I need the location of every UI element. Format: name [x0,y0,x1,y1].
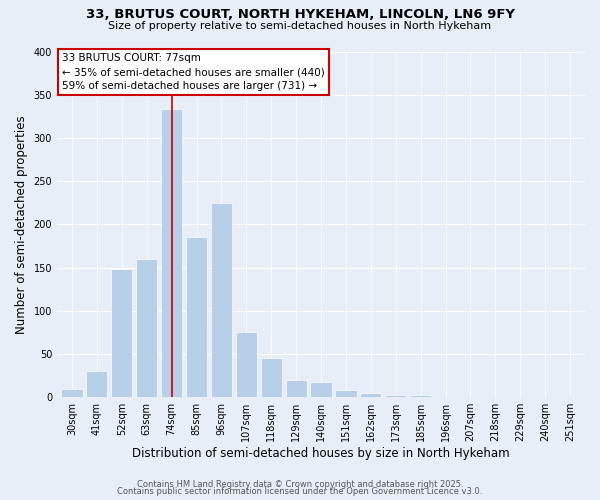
Bar [236,332,257,397]
Bar [310,382,332,397]
Bar [111,270,133,397]
X-axis label: Distribution of semi-detached houses by size in North Hykeham: Distribution of semi-detached houses by … [132,447,510,460]
Bar [161,110,182,397]
Text: Contains HM Land Registry data © Crown copyright and database right 2025.: Contains HM Land Registry data © Crown c… [137,480,463,489]
Bar [86,372,107,397]
Bar [335,390,356,397]
Text: Size of property relative to semi-detached houses in North Hykeham: Size of property relative to semi-detach… [109,21,491,31]
Bar [360,393,382,397]
Bar [186,238,207,397]
Text: 33, BRUTUS COURT, NORTH HYKEHAM, LINCOLN, LN6 9FY: 33, BRUTUS COURT, NORTH HYKEHAM, LINCOLN… [86,8,515,20]
Bar [385,394,406,397]
Text: Contains public sector information licensed under the Open Government Licence v3: Contains public sector information licen… [118,487,482,496]
Text: 33 BRUTUS COURT: 77sqm
← 35% of semi-detached houses are smaller (440)
59% of se: 33 BRUTUS COURT: 77sqm ← 35% of semi-det… [62,53,325,91]
Bar [260,358,282,397]
Bar [286,380,307,397]
Bar [136,259,157,397]
Bar [211,202,232,397]
Bar [61,388,83,397]
Bar [410,396,431,397]
Y-axis label: Number of semi-detached properties: Number of semi-detached properties [15,115,28,334]
